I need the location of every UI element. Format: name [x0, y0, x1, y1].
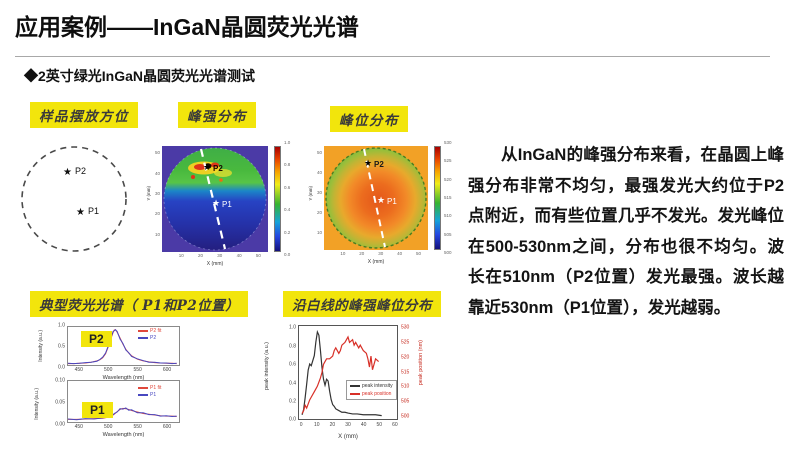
profile-chart-left-y-label: peak intensity (a.u.)	[264, 342, 270, 390]
p2-point-label: P2	[75, 166, 86, 176]
heatmap1-colorbar-ticks: 1.0 0.8 0.6 0.4 0.2 0.0	[284, 139, 291, 257]
p2-chart-x-ticks: 450 500 550 600	[74, 367, 172, 373]
p1-badge: P1	[82, 402, 113, 418]
p1-point-label: P1	[88, 206, 99, 216]
peak-intensity-heatmap: Y (mm) 10 20 30 40 50	[146, 138, 298, 276]
profile-chart-left-ticks: 1.0 0.8 0.6 0.4 0.2 0.0	[289, 324, 296, 423]
heatmap2-p2-star-icon: ★	[364, 158, 372, 168]
p1-chart-x-ticks: 450 500 550 600	[74, 424, 172, 430]
profile-chart-x-label: X (mm)	[338, 434, 358, 440]
heatmap1-x-axis-label: X (mm)	[206, 261, 224, 267]
label-typical-spectra: 典型荧光光谱（ P1和P2位置）	[30, 291, 249, 317]
profile-chart-right-y-label: peak position (nm)	[418, 340, 424, 386]
heatmap1-colorbar	[274, 146, 281, 252]
slide-subtitle: ◆2英寸绿光InGaN晶圆荧光光谱测试	[24, 68, 256, 84]
p2-badge: P2	[81, 331, 112, 347]
p2-star-icon: ★	[63, 167, 72, 178]
heatmap1-x-ticks: 10 20 30 40 50	[178, 253, 261, 258]
title-divider	[15, 56, 770, 57]
p1-chart-plot	[67, 380, 180, 423]
wafer-outline-circle	[21, 146, 127, 252]
line-profile-chart: peak intensity (a.u.) 1.0 0.8 0.6 0.4 0.2 0.0…	[262, 322, 474, 450]
page-title: 应用案例——InGaN晶圆荧光光谱	[15, 14, 359, 40]
heatmap1-scan-line	[199, 148, 227, 250]
p1-chart-y-ticks: 0.10 0.05 0.00	[55, 377, 65, 428]
profile-chart-legend: peak intensity peak position	[346, 380, 397, 400]
heatmap2-x-ticks: 10 20 30 40 50	[340, 251, 422, 256]
heatmap1-y-ticks: 10 20 30 40 50	[154, 149, 160, 237]
profile-chart-right-ticks: 530 525 520 515 510 505 500	[401, 324, 410, 420]
p1-spectrum-chart: Intensity (a.u.) 0.10 0.05 0.00 450 500 550 6…	[30, 376, 268, 444]
p2-chart-y-ticks: 1.0 0.5 0.0	[58, 322, 65, 371]
label-sample-orientation: 样品摆放方位	[30, 102, 138, 128]
heatmap2-colorbar	[434, 146, 441, 250]
heatmap2-y-ticks: 10 20 30 40 50	[316, 149, 322, 235]
heatmap2-p2-label: P2	[374, 160, 384, 169]
heatmap1-plot: ★ P2 ★ P1	[162, 146, 268, 252]
p2-spectrum-chart: Intensity (a.u.) 1.0 0.5 0.0 450 500 550 600 …	[30, 320, 268, 384]
heatmap1-wafer	[164, 148, 266, 250]
heatmap1-p1-label: P1	[222, 200, 232, 209]
heatmap1-p2-label: P2	[213, 164, 223, 173]
profile-chart-x-ticks: 0 10 20 30 40 50 60	[299, 422, 398, 428]
heatmap1-p1-star-icon: ★	[212, 198, 220, 208]
label-peak-intensity-map: 峰强分布	[178, 102, 256, 128]
heatmap2-p1-star-icon: ★	[377, 195, 385, 205]
label-peak-position-map: 峰位分布	[330, 106, 408, 132]
peak-position-heatmap: Y (mm) 10 20 30 40 50 ★ P2 ★ P1	[308, 138, 460, 274]
heatmap2-wafer	[326, 148, 426, 248]
heatmap2-x-axis-label: X (mm)	[367, 259, 385, 265]
p1-star-icon: ★	[76, 207, 85, 218]
label-line-profile: 沿白线的峰强峰位分布	[283, 291, 441, 317]
p2-chart-x-label: Wavelength (nm)	[102, 375, 145, 381]
sample-orientation-diagram: ★ P2 ★ P1	[21, 146, 127, 252]
body-text: 从InGaN的峰强分布来看，在晶圆上峰强分布非常不均匀，最强发光大约位于P2点附…	[468, 146, 784, 317]
profile-chart-plot	[298, 325, 398, 420]
heatmap2-plot: ★ P2 ★ P1	[324, 146, 428, 250]
p2-chart-y-label: Intensity (a.u.)	[38, 330, 44, 362]
p1-chart-y-label: Intensity (a.u.)	[34, 388, 40, 420]
heatmap2-scan-line	[363, 148, 386, 248]
p2-chart-legend: P2 fit P2	[138, 328, 161, 341]
heatmap1-p2-star-icon: ★	[203, 162, 211, 172]
p1-chart-legend: P1 fit P1	[138, 385, 161, 398]
heatmap2-p1-label: P1	[387, 197, 397, 206]
p1-chart-x-label: Wavelength (nm)	[102, 432, 145, 438]
heatmap2-colorbar-ticks: 530 525 520 515 510 505 500	[444, 139, 452, 255]
